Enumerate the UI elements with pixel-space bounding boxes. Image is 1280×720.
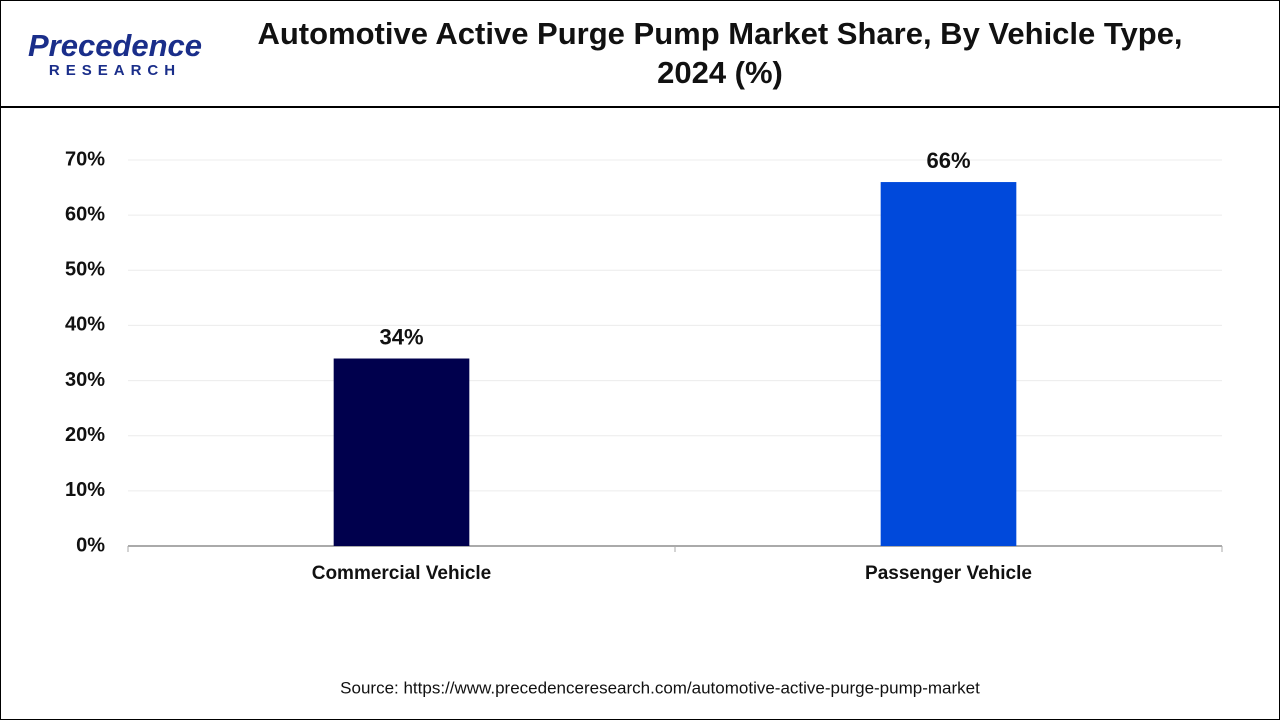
bar — [880, 182, 1017, 547]
chart-title: Automotive Active Purge Pump Market Shar… — [257, 16, 1183, 90]
logo-name: Precedence — [28, 28, 202, 63]
value-label: 34% — [379, 324, 423, 349]
x-tick-label: Commercial Vehicle — [312, 563, 492, 584]
x-tick-label: Passenger Vehicle — [865, 563, 1032, 584]
y-tick-label: 0% — [76, 534, 105, 556]
y-tick-label: 50% — [65, 259, 105, 281]
y-tick-label: 10% — [65, 479, 105, 501]
y-tick-label: 70% — [65, 148, 105, 170]
y-tick-label: 30% — [65, 369, 105, 391]
y-tick-label: 60% — [65, 203, 105, 225]
bar — [333, 358, 470, 546]
value-label: 66% — [926, 148, 970, 173]
logo-tagline: RESEARCH — [49, 62, 181, 79]
title-box: Automotive Active Purge Pump Market Shar… — [257, 16, 1183, 90]
source: Source: https://www.precedenceresearch.c… — [340, 678, 980, 697]
y-tick-label: 40% — [65, 314, 105, 336]
y-tick-label: 20% — [65, 424, 105, 446]
